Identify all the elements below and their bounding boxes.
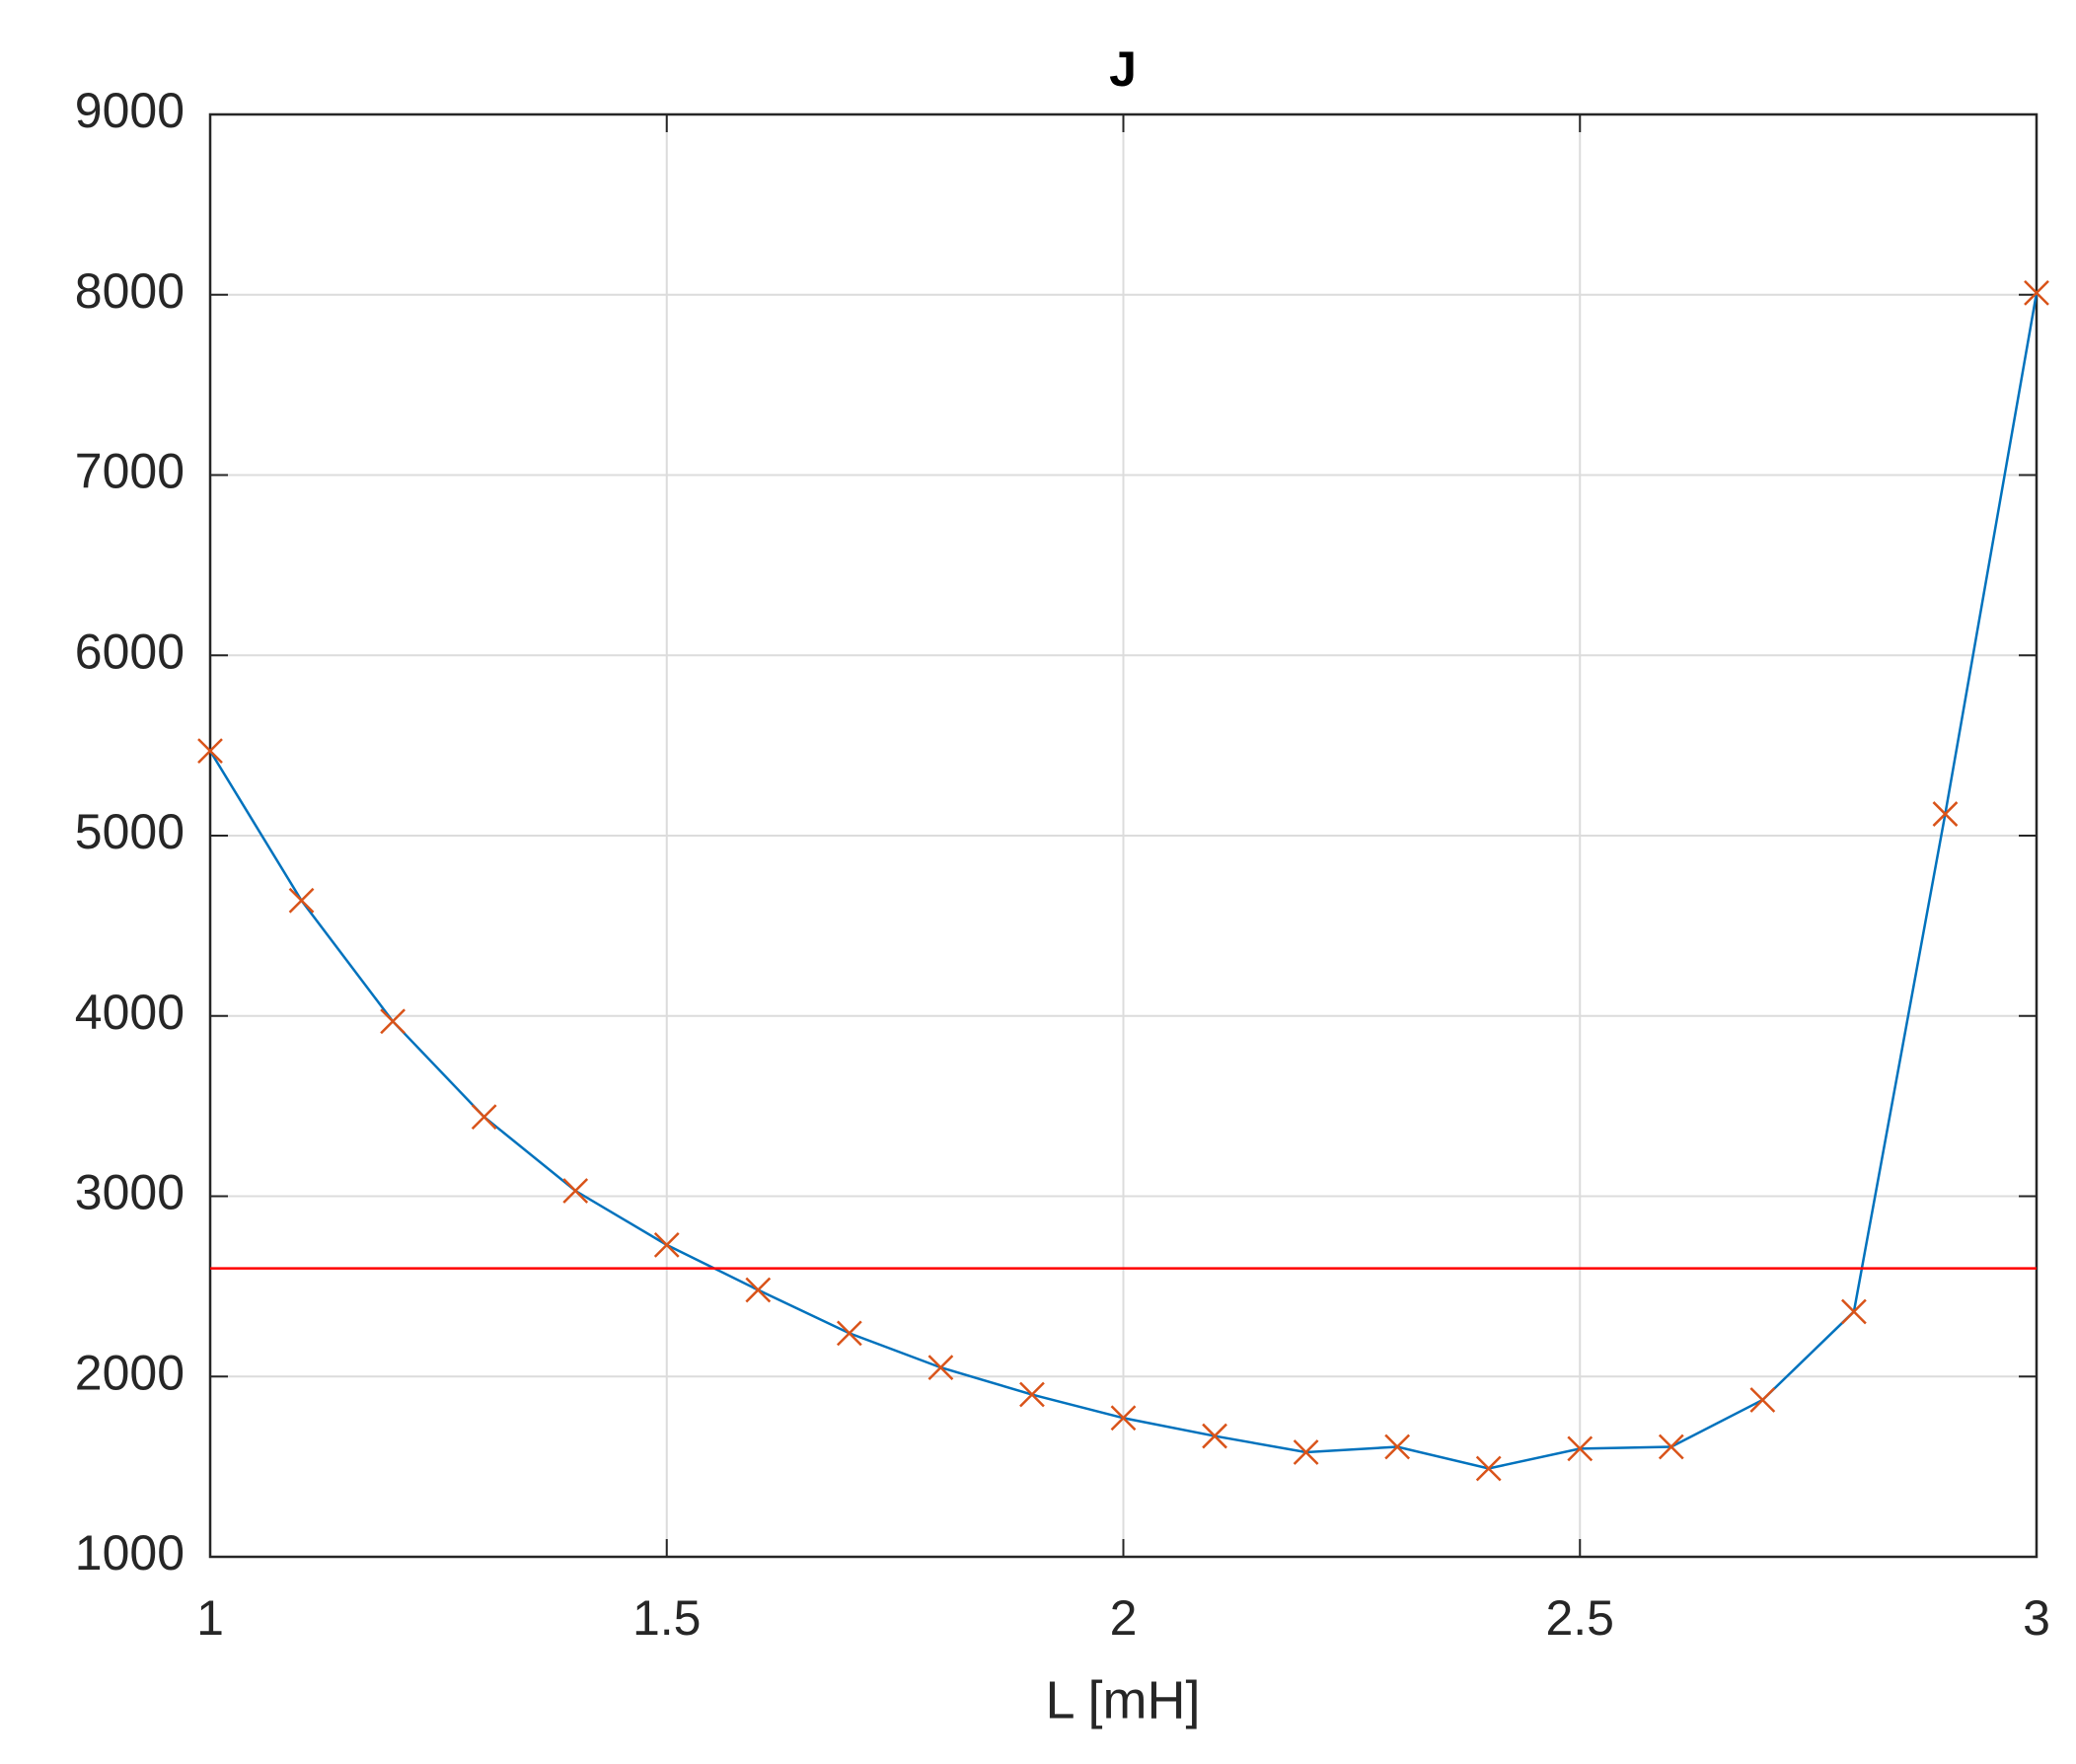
- y-tick-label: 5000: [75, 804, 185, 859]
- data-marker: [1749, 1387, 1776, 1413]
- y-tick-label: 7000: [75, 444, 185, 499]
- x-tick-label: 2: [1110, 1590, 1138, 1646]
- data-marker: [653, 1231, 680, 1258]
- data-marker: [927, 1355, 954, 1380]
- data-marker: [288, 887, 315, 914]
- y-tick-label: 4000: [75, 985, 185, 1040]
- y-tick-label: 9000: [75, 83, 185, 138]
- x-tick-label: 1.5: [632, 1590, 702, 1646]
- x-axis-label: L [mH]: [1045, 1670, 1200, 1729]
- data-marker: [1932, 801, 1959, 827]
- data-marker: [1567, 1435, 1594, 1462]
- x-tick-label: 1: [196, 1590, 224, 1646]
- data-marker: [1293, 1439, 1319, 1465]
- data-marker: [1202, 1423, 1227, 1449]
- data-marker: [380, 1008, 406, 1035]
- data-marker: [1841, 1298, 1867, 1325]
- data-marker: [836, 1320, 862, 1347]
- plot-frame: [208, 112, 2039, 1559]
- y-tick-label: 1000: [75, 1525, 185, 1580]
- data-marker: [1658, 1433, 1684, 1460]
- x-tick-label: 2.5: [1545, 1590, 1614, 1646]
- chart-title: J: [1109, 41, 1137, 97]
- x-tick-label: 3: [2023, 1590, 2050, 1646]
- data-marker: [745, 1277, 772, 1303]
- data-marker: [197, 738, 223, 764]
- y-tick-label: 6000: [75, 624, 185, 679]
- y-tick-label: 3000: [75, 1165, 185, 1220]
- y-tick-label: 8000: [75, 263, 185, 319]
- y-tick-label: 2000: [75, 1345, 185, 1400]
- data-marker: [1019, 1381, 1045, 1408]
- data-marker: [1384, 1433, 1411, 1460]
- data-marker: [1110, 1405, 1137, 1432]
- data-marker: [471, 1104, 497, 1130]
- data-marker: [562, 1178, 589, 1204]
- data-marker: [2024, 280, 2049, 306]
- data-marker: [1475, 1455, 1502, 1482]
